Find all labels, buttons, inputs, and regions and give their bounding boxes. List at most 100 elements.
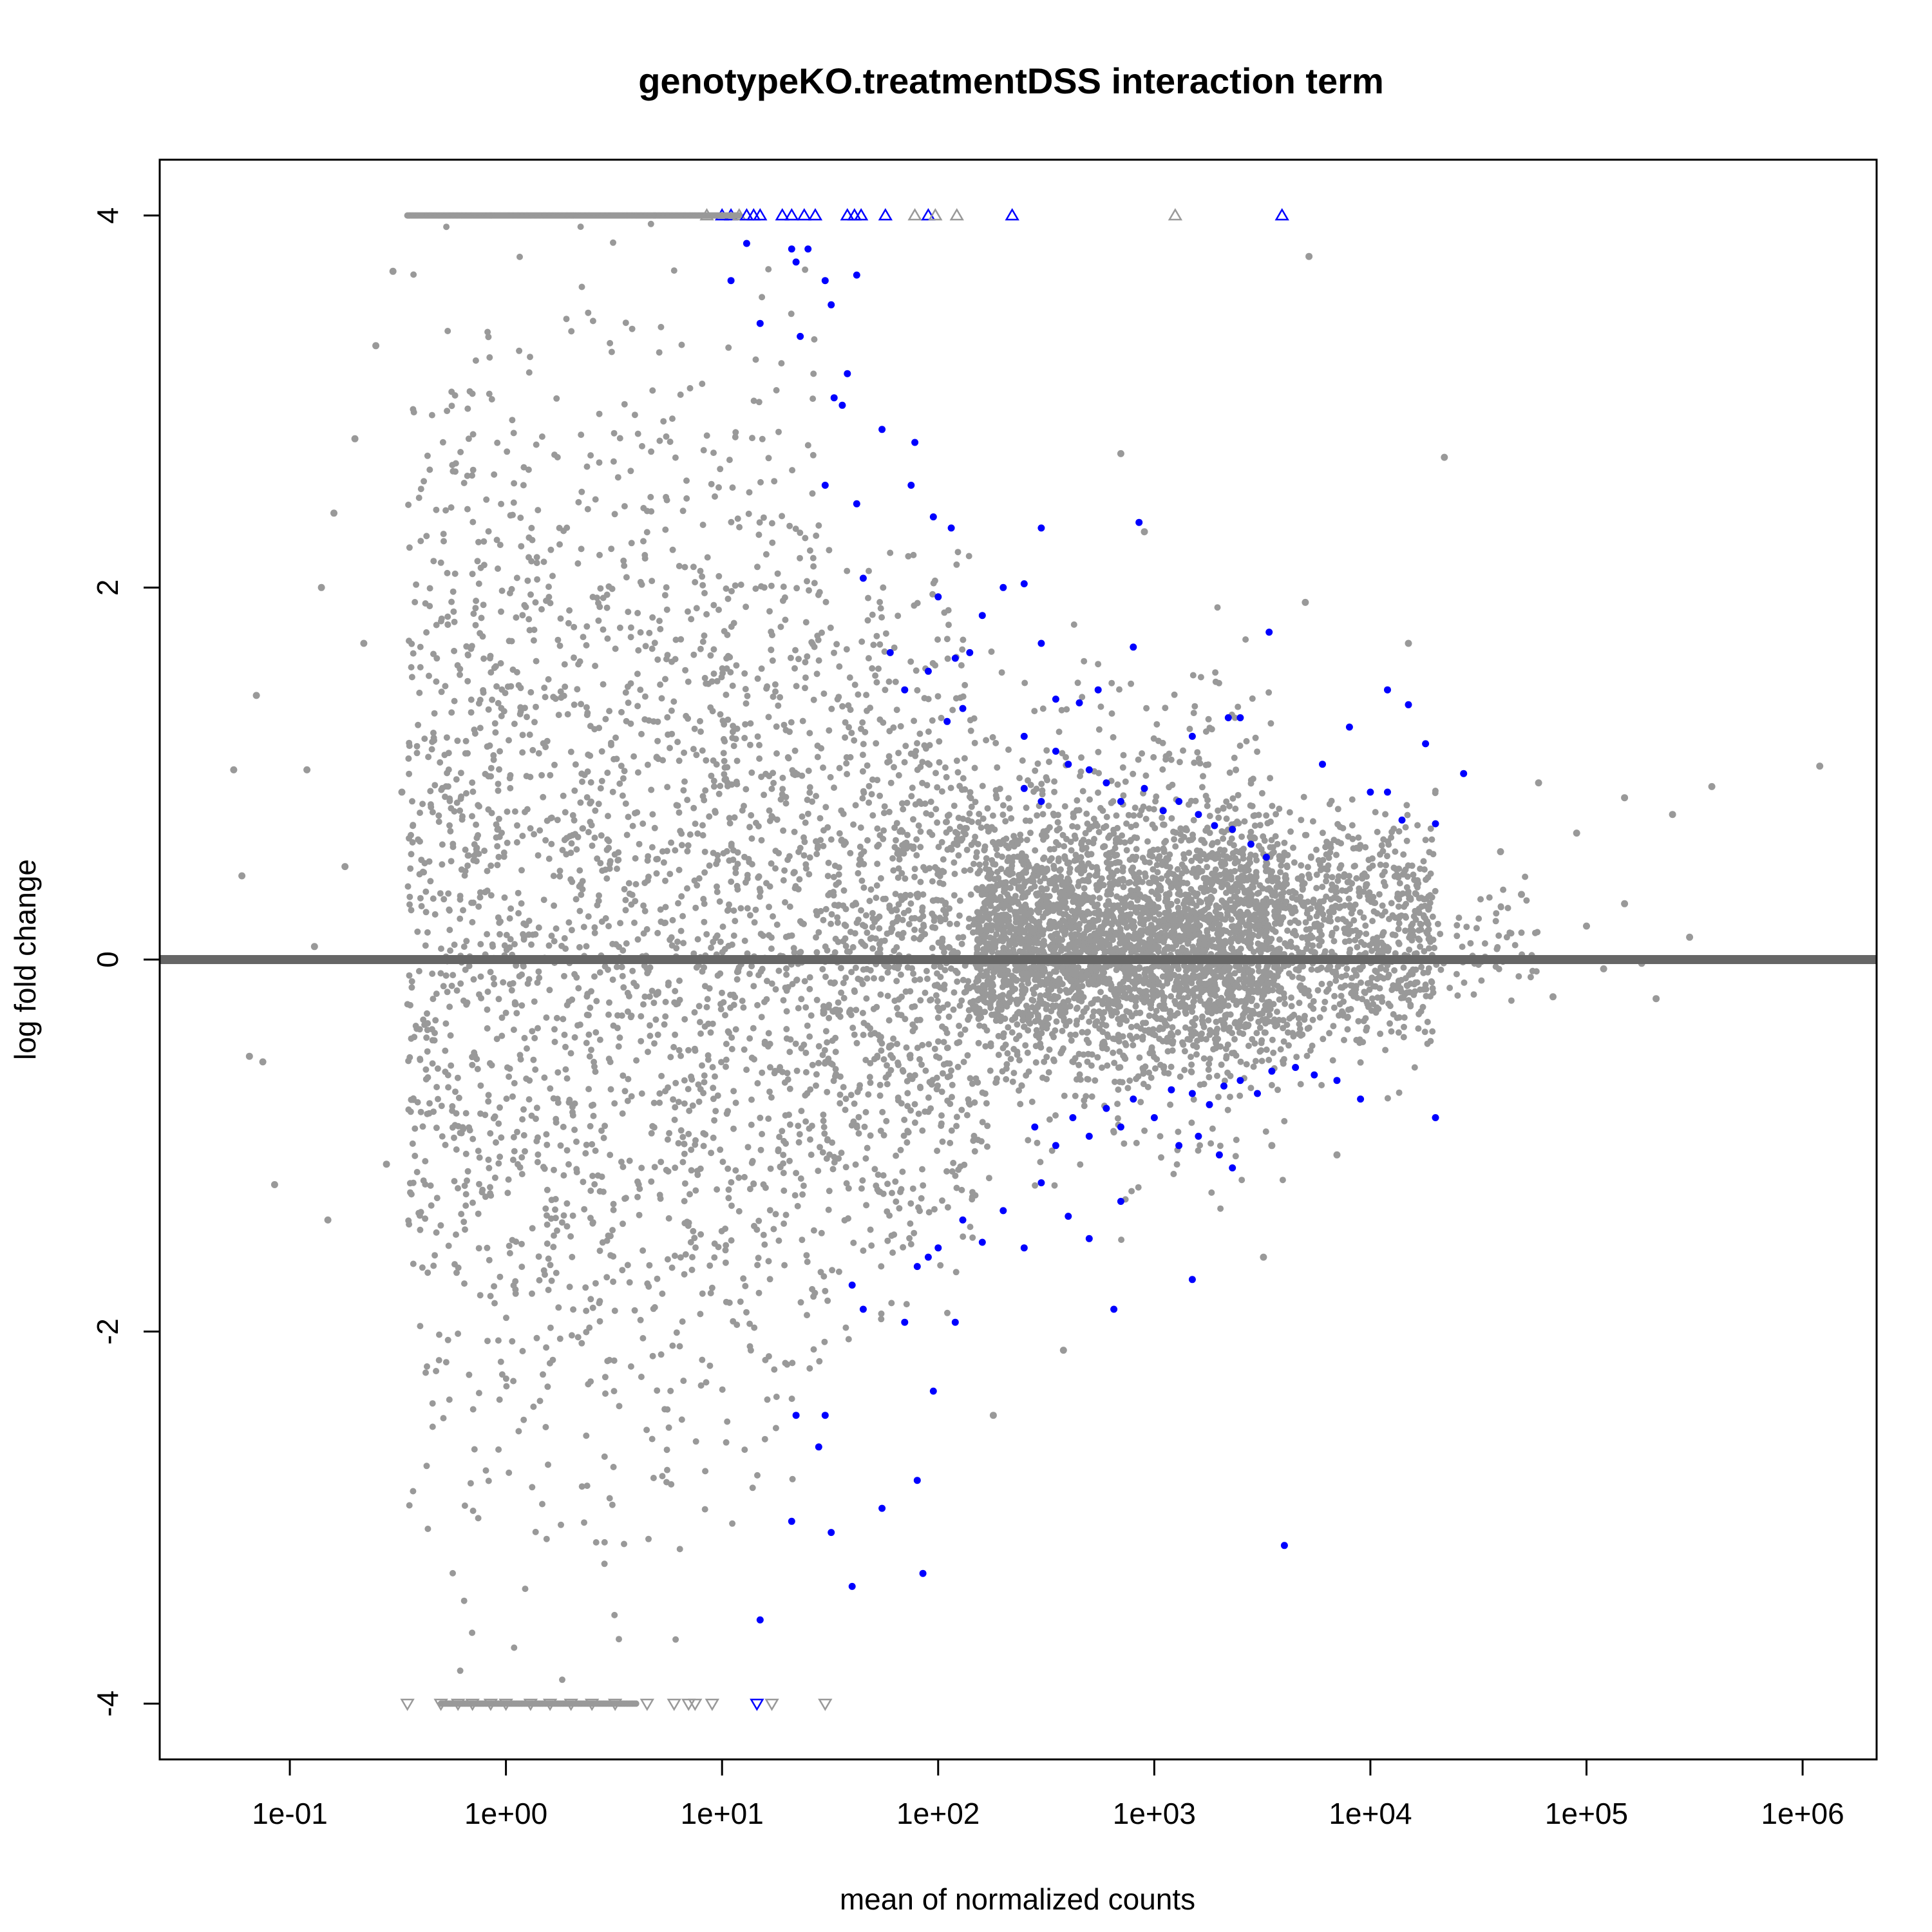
data-point bbox=[671, 1116, 678, 1123]
data-point bbox=[475, 802, 482, 809]
data-point bbox=[938, 943, 945, 951]
data-point bbox=[934, 693, 942, 700]
data-point bbox=[654, 718, 661, 725]
data-point bbox=[799, 717, 806, 724]
data-point bbox=[599, 1239, 606, 1246]
data-point bbox=[999, 811, 1007, 819]
data-point bbox=[925, 728, 932, 735]
data-point bbox=[647, 493, 654, 500]
data-point bbox=[825, 859, 832, 866]
data-point bbox=[498, 1134, 505, 1141]
data-point bbox=[534, 1159, 541, 1166]
data-point bbox=[480, 689, 487, 696]
data-point bbox=[939, 1023, 945, 1030]
data-point bbox=[651, 1164, 658, 1171]
data-point bbox=[475, 832, 482, 838]
data-point bbox=[545, 583, 552, 591]
data-point bbox=[829, 1139, 836, 1146]
data-point bbox=[446, 795, 453, 802]
data-point bbox=[936, 1054, 943, 1061]
data-point bbox=[535, 1025, 541, 1032]
data-point bbox=[621, 1088, 629, 1095]
data-point bbox=[644, 857, 651, 864]
data-point bbox=[453, 1269, 460, 1276]
data-point bbox=[533, 1334, 540, 1341]
data-point bbox=[1155, 893, 1162, 900]
data-point bbox=[528, 524, 535, 531]
data-point bbox=[967, 866, 974, 873]
data-point bbox=[958, 1186, 965, 1193]
data-point bbox=[611, 1307, 618, 1314]
data-point bbox=[615, 1043, 622, 1050]
data-point bbox=[585, 829, 592, 836]
data-point bbox=[916, 1208, 923, 1215]
data-point bbox=[868, 791, 875, 798]
data-point bbox=[1066, 1003, 1074, 1010]
data-point bbox=[491, 1300, 498, 1307]
data-point bbox=[856, 1085, 863, 1092]
data-point bbox=[788, 719, 795, 726]
data-point bbox=[691, 725, 698, 732]
data-point bbox=[818, 1229, 825, 1236]
data-point bbox=[780, 827, 787, 834]
data-point bbox=[498, 587, 506, 594]
data-point bbox=[835, 1268, 842, 1275]
data-point bbox=[627, 1363, 634, 1370]
data-point bbox=[665, 1215, 672, 1222]
data-point bbox=[781, 1262, 788, 1269]
data-point bbox=[617, 920, 624, 927]
data-point bbox=[806, 974, 813, 981]
data-point bbox=[587, 752, 594, 759]
data-point bbox=[949, 706, 956, 714]
data-point bbox=[515, 889, 522, 896]
data-point bbox=[865, 1091, 872, 1098]
data-point bbox=[803, 1252, 810, 1259]
data-point bbox=[620, 984, 627, 991]
data-point bbox=[755, 873, 762, 880]
data-point bbox=[511, 480, 518, 487]
data-point bbox=[687, 1191, 693, 1198]
data-point bbox=[751, 1324, 758, 1331]
data-point bbox=[966, 810, 973, 817]
data-point bbox=[621, 768, 628, 775]
points-layer bbox=[230, 220, 1824, 1683]
data-point bbox=[749, 435, 755, 442]
data-point bbox=[633, 983, 640, 990]
data-point bbox=[1276, 996, 1283, 1003]
data-point bbox=[478, 1189, 486, 1196]
data-point bbox=[511, 1644, 518, 1651]
data-point bbox=[929, 591, 936, 598]
data-point bbox=[845, 1185, 852, 1192]
data-point bbox=[806, 1033, 813, 1040]
data-point bbox=[902, 875, 909, 882]
data-point bbox=[1166, 1015, 1173, 1022]
data-point bbox=[691, 1009, 698, 1016]
data-point bbox=[761, 998, 768, 1005]
data-point bbox=[867, 886, 875, 893]
data-point bbox=[438, 688, 445, 696]
data-point bbox=[433, 655, 440, 662]
data-point bbox=[779, 513, 786, 520]
data-point bbox=[589, 1304, 596, 1311]
data-point bbox=[452, 1088, 459, 1095]
data-point bbox=[760, 1181, 767, 1188]
data-point bbox=[817, 837, 824, 844]
data-point bbox=[578, 545, 585, 553]
data-point bbox=[758, 1014, 765, 1021]
data-point bbox=[895, 865, 902, 872]
data-point bbox=[874, 1052, 881, 1059]
data-point bbox=[437, 1222, 444, 1229]
data-point bbox=[419, 800, 426, 808]
data-point bbox=[790, 771, 797, 777]
data-point bbox=[677, 1127, 685, 1134]
data-point bbox=[662, 877, 668, 884]
data-point bbox=[697, 1030, 704, 1037]
data-point bbox=[880, 719, 887, 726]
data-point bbox=[793, 683, 800, 690]
data-point bbox=[680, 940, 687, 947]
data-point bbox=[515, 1160, 521, 1168]
data-point bbox=[878, 1310, 885, 1317]
data-point bbox=[916, 936, 923, 943]
data-point bbox=[451, 1178, 458, 1185]
data-point bbox=[869, 945, 876, 952]
